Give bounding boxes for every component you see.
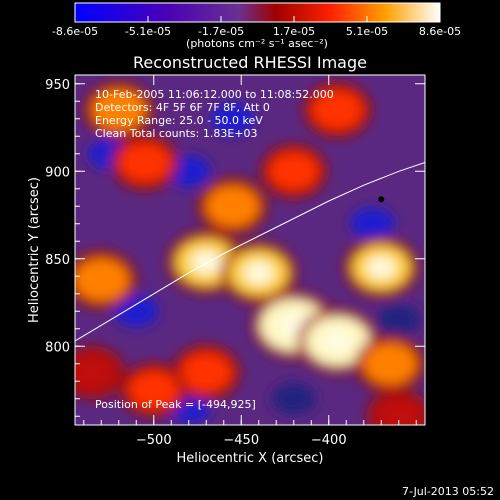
colorbar-tick-label: 8.6e-05 [419,25,461,38]
annotation-energy: Energy Range: 25.0 - 50.0 keV [95,114,263,127]
source-core [321,328,354,354]
chart-title: Reconstructed RHESSI Image [133,53,367,72]
colorbar: -8.6e-05 -5.1e-05 -1.7e-05 1.7e-05 5.1e-05 8.… [52,2,461,50]
annotation-detectors: Detectors: 4F 5F 6F 7F 8F, Att 0 [95,101,270,114]
bright-source [374,397,424,425]
source-core [243,261,274,285]
dim-source [271,382,316,415]
colorbar-tick-label: 5.1e-05 [346,25,388,38]
dim-source [210,102,255,135]
colorbar-unit-label: (photons cm⁻² s⁻¹ asec⁻²) [186,37,328,50]
y-axis-label: Heliocentric Y (arcsec) [27,177,42,323]
source-core [366,256,396,279]
bright-source [363,343,417,385]
bright-source [128,370,179,410]
source-core [190,250,222,275]
y-tick-label: 900 [45,165,70,180]
dim-source [376,304,421,336]
peak-position-text: Position of Peak = [-494,925] [95,398,256,411]
annotation-block: 10-Feb-2005 11:06:12.000 to 11:08:52.000… [95,88,334,140]
colorbar-gradient [74,2,441,23]
colorbar-tick-label: -5.1e-05 [125,25,171,38]
colorbar-ticks: -8.6e-05 -5.1e-05 -1.7e-05 1.7e-05 5.1e-05 8.… [52,16,461,38]
peak-marker [378,196,385,203]
axes: −500 −450 −400 800 850 900 950 [45,75,425,448]
colorbar-tick-label: -1.7e-05 [198,25,244,38]
bright-source [119,142,171,183]
timestamp: 7-Jul-2013 05:52 [402,485,494,498]
x-axis-label: Heliocentric X (arcsec) [177,451,324,466]
bright-source [311,90,364,130]
bright-source [268,151,319,191]
dim-source [114,295,159,328]
x-tick-label: −500 [136,433,172,448]
bright-source [91,89,146,131]
heatmap-area [75,75,425,425]
y-tick-label: 850 [45,253,70,268]
plot-frame [74,74,426,426]
bright-source [75,353,117,392]
colorbar-tick-label: -8.6e-05 [52,25,98,38]
solar-limb-curve [75,162,425,342]
bright-source [205,185,260,227]
y-tick-label: 950 [45,78,70,93]
x-tick-label: −400 [311,433,347,448]
y-tick-label: 800 [45,340,70,355]
annotation-time: 10-Feb-2005 11:06:12.000 to 11:08:52.000 [95,88,334,101]
colorbar-tick-label: 1.7e-05 [273,25,315,38]
bright-source [180,352,233,393]
dim-source [350,207,395,240]
heatmap-sources [75,81,425,425]
annotation-clean: Clean Total counts: 1.83E+03 [95,127,258,140]
x-tick-label: −450 [223,433,259,448]
bright-source [75,258,129,301]
